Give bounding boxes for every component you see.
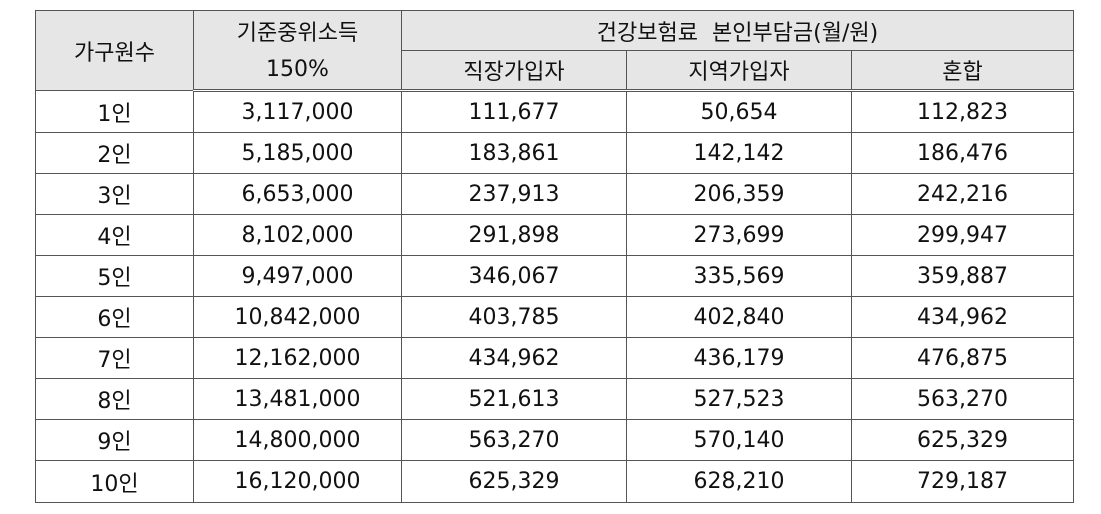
table-container: 가구원수 기준중위소득 건강보험료 본인부담금(월/원) 150% 직장가입자 …	[35, 10, 1074, 503]
cell-employee: 625,329	[401, 460, 627, 503]
table-row: 8인 13,481,000 521,613 527,523 563,270	[35, 378, 1074, 420]
header-row-2: 150% 직장가입자 지역가입자 혼합	[36, 50, 1074, 92]
cell-mixed: 112,823	[851, 90, 1074, 133]
cell-household: 3인	[35, 173, 194, 215]
header-income-line2: 150%	[193, 50, 402, 92]
table-row: 2인 5,185,000 183,861 142,142 186,476	[35, 132, 1074, 174]
cell-employee: 563,270	[401, 419, 627, 461]
cell-mixed: 359,887	[851, 255, 1074, 297]
cell-mixed: 476,875	[851, 337, 1074, 379]
cell-employee: 291,898	[401, 214, 627, 256]
cell-employee: 434,962	[401, 337, 627, 379]
cell-household: 4인	[35, 214, 194, 256]
table-row: 9인 14,800,000 563,270 570,140 625,329	[35, 419, 1074, 461]
cell-employee: 521,613	[401, 378, 627, 420]
cell-regional: 628,210	[626, 460, 852, 503]
table-body: 1인 3,117,000 111,677 50,654 112,823 2인 5…	[35, 90, 1074, 503]
cell-employee: 346,067	[401, 255, 627, 297]
cell-regional: 273,699	[626, 214, 852, 256]
header-premium-group: 건강보험료 본인부담금(월/원)	[401, 10, 1074, 51]
cell-mixed: 242,216	[851, 173, 1074, 215]
header-regional: 지역가입자	[626, 50, 852, 92]
cell-regional: 402,840	[626, 296, 852, 338]
cell-household: 10인	[35, 460, 194, 503]
header-household: 가구원수	[35, 10, 194, 91]
cell-income: 12,162,000	[193, 337, 402, 379]
table-row: 5인 9,497,000 346,067 335,569 359,887	[35, 255, 1074, 297]
health-insurance-table: 가구원수 기준중위소득 건강보험료 본인부담금(월/원) 150% 직장가입자 …	[35, 10, 1074, 503]
cell-household: 6인	[35, 296, 194, 338]
header-employee: 직장가입자	[401, 50, 627, 92]
cell-mixed: 186,476	[851, 132, 1074, 174]
cell-income: 13,481,000	[193, 378, 402, 420]
table-row: 1인 3,117,000 111,677 50,654 112,823	[35, 90, 1074, 133]
cell-mixed: 625,329	[851, 419, 1074, 461]
cell-regional: 436,179	[626, 337, 852, 379]
cell-income: 9,497,000	[193, 255, 402, 297]
cell-income: 6,653,000	[193, 173, 402, 215]
cell-household: 7인	[35, 337, 194, 379]
cell-household: 8인	[35, 378, 194, 420]
cell-household: 1인	[35, 90, 194, 133]
cell-household: 5인	[35, 255, 194, 297]
cell-regional: 206,359	[626, 173, 852, 215]
header-income-line1: 기준중위소득	[193, 10, 402, 51]
table-row: 6인 10,842,000 403,785 402,840 434,962	[35, 296, 1074, 338]
table-row: 7인 12,162,000 434,962 436,179 476,875	[35, 337, 1074, 379]
cell-mixed: 434,962	[851, 296, 1074, 338]
cell-employee: 403,785	[401, 296, 627, 338]
cell-household: 2인	[35, 132, 194, 174]
cell-income: 3,117,000	[193, 90, 402, 133]
cell-income: 8,102,000	[193, 214, 402, 256]
cell-employee: 111,677	[401, 90, 627, 133]
table-row: 10인 16,120,000 625,329 628,210 729,187	[35, 460, 1074, 503]
header-mixed: 혼합	[851, 50, 1074, 92]
cell-regional: 570,140	[626, 419, 852, 461]
cell-regional: 335,569	[626, 255, 852, 297]
cell-mixed: 299,947	[851, 214, 1074, 256]
header-row-1: 가구원수 기준중위소득 건강보험료 본인부담금(월/원)	[35, 10, 1074, 91]
cell-regional: 527,523	[626, 378, 852, 420]
cell-income: 5,185,000	[193, 132, 402, 174]
table-row: 4인 8,102,000 291,898 273,699 299,947	[35, 214, 1074, 256]
cell-regional: 142,142	[626, 132, 852, 174]
cell-employee: 183,861	[401, 132, 627, 174]
table-row: 3인 6,653,000 237,913 206,359 242,216	[35, 173, 1074, 215]
cell-income: 14,800,000	[193, 419, 402, 461]
cell-mixed: 729,187	[851, 460, 1074, 503]
cell-income: 16,120,000	[193, 460, 402, 503]
table-header: 가구원수 기준중위소득 건강보험료 본인부담금(월/원) 150% 직장가입자 …	[35, 10, 1074, 92]
cell-household: 9인	[35, 419, 194, 461]
cell-mixed: 563,270	[851, 378, 1074, 420]
cell-regional: 50,654	[626, 90, 852, 133]
cell-employee: 237,913	[401, 173, 627, 215]
cell-income: 10,842,000	[193, 296, 402, 338]
